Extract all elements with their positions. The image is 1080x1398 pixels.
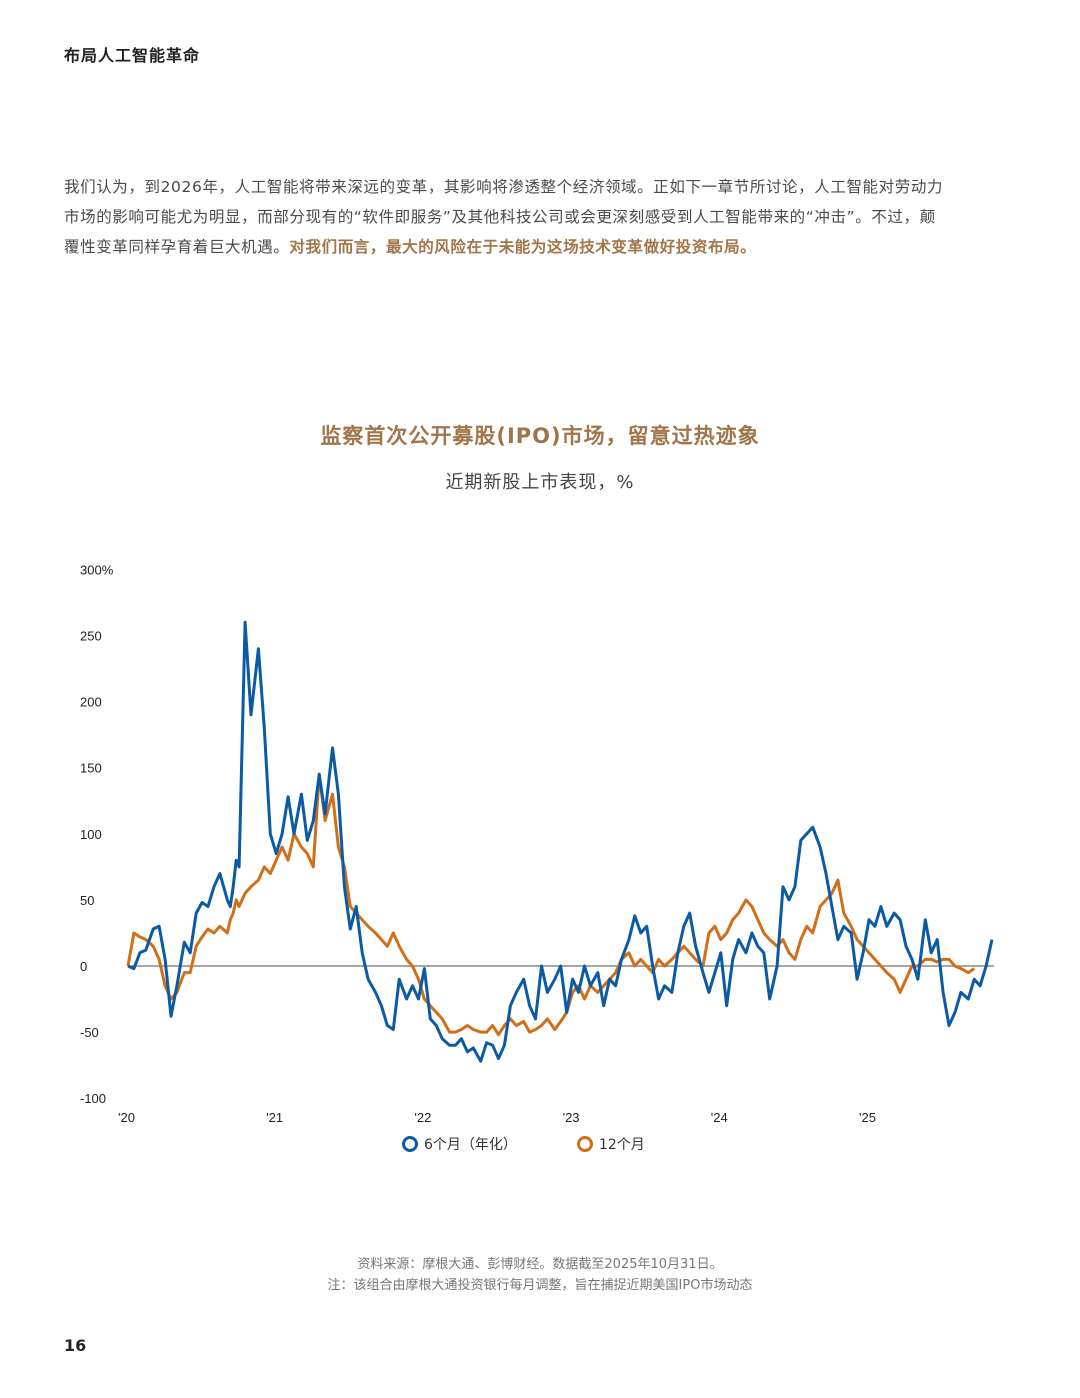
x-tick-label: '23: [563, 1110, 580, 1125]
x-tick-label: '25: [859, 1110, 876, 1125]
section-header: 布局人工智能革命: [64, 46, 201, 65]
y-tick-label: 200: [80, 695, 102, 710]
page-number: 16: [64, 1336, 87, 1355]
chart-legend: 6个月（年化） 12个月: [402, 1134, 645, 1154]
y-tick-label: 150: [80, 761, 102, 776]
legend-label: 12个月: [598, 1137, 645, 1153]
x-tick-label: '24: [711, 1110, 728, 1125]
chart-subtitle: 近期新股上市表现，%: [445, 472, 635, 493]
y-axis-ticks: 300% 250 200 150 100 50 0 -50 -100: [80, 562, 114, 1106]
y-tick-label: 100: [80, 827, 102, 842]
source-note: 资料来源：摩根大通、彭博财经。数据截至2025年10月31日。 注：该组合由摩根…: [0, 1254, 1080, 1296]
legend-circle-icon: [402, 1136, 418, 1152]
x-axis-ticks: '20 '21 '22 '23 '24 '25: [118, 1110, 876, 1125]
y-tick-label: 0: [80, 959, 87, 974]
y-tick-label: -50: [80, 1025, 99, 1040]
legend-item-12-month: 12个月: [576, 1134, 645, 1154]
source-line: 资料来源：摩根大通、彭博财经。数据截至2025年10月31日。: [357, 1257, 723, 1272]
series-12-month-line: [126, 772, 976, 1037]
paragraph-text: 我们认为，到2026年，人工智能将带来深远的变革，其影响将渗透整个经济领域。正如…: [64, 178, 944, 256]
x-tick-label: '21: [266, 1110, 283, 1125]
series-6-month-line: [127, 620, 994, 1063]
legend-label: 6个月（年化）: [424, 1137, 517, 1153]
intro-paragraph: 我们认为，到2026年，人工智能将带来深远的变革，其影响将渗透整个经济领域。正如…: [64, 172, 944, 262]
y-tick-label: -100: [80, 1091, 106, 1106]
x-tick-label: '20: [118, 1110, 135, 1125]
legend-circle-icon: [576, 1136, 593, 1152]
paragraph-highlight: 对我们而言，最大的风险在于未能为这场技术变革做好投资布局。: [289, 238, 757, 256]
y-tick-label: 250: [80, 629, 102, 644]
y-tick-label: 50: [80, 893, 94, 908]
note-line: 注：该组合由摩根大通投资银行每月调整，旨在捕捉近期美国IPO市场动态: [327, 1278, 753, 1293]
x-tick-label: '22: [414, 1110, 431, 1125]
y-tick-label: 300%: [80, 562, 114, 577]
legend-item-6-month: 6个月（年化）: [402, 1134, 517, 1154]
chart-title: 监察首次公开募股(IPO)市场，留意过热迹象: [320, 424, 760, 448]
